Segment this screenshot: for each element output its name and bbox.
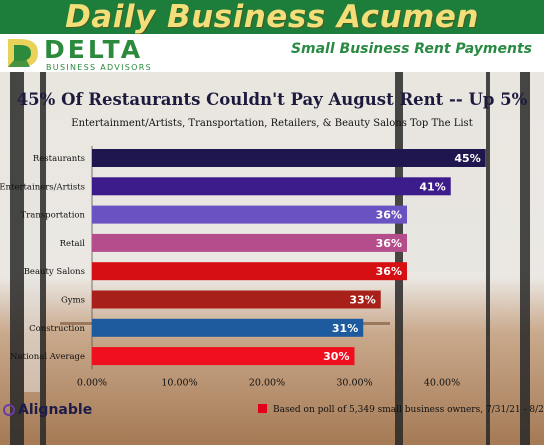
header-subtitle: Small Business Rent Payments — [290, 41, 532, 57]
category-label: National Average — [10, 352, 85, 362]
category-label: Retail — [60, 239, 86, 249]
x-tick-label: 0.00% — [77, 377, 107, 388]
bar-beauty-salons — [92, 262, 407, 281]
x-tick-label: 40.00% — [424, 377, 460, 388]
delta-logo-icon — [8, 39, 38, 67]
note-swatch — [258, 404, 267, 413]
poll-note-text: Based on poll of 5,349 small business ow… — [273, 405, 544, 415]
category-label: Construction — [29, 324, 85, 334]
bar-gyms — [92, 290, 381, 309]
value-label: 30% — [323, 350, 349, 363]
bar-transportation — [92, 205, 407, 224]
bar-construction — [92, 318, 364, 337]
chart-subtitle: Entertainment/Artists, Transportation, R… — [71, 118, 473, 129]
bar-restaurants — [92, 149, 486, 167]
poll-note: Based on poll of 5,349 small business ow… — [258, 404, 544, 415]
category-label: Gyms — [61, 296, 85, 306]
alignable-brand-label: Alignable — [18, 402, 93, 418]
alignable-brand: Alignable — [3, 402, 92, 418]
bar-retail — [92, 233, 407, 252]
logo-bar — [0, 34, 544, 72]
alignable-logo-icon — [3, 404, 15, 416]
value-label: 33% — [349, 294, 375, 307]
category-label: Restaurants — [33, 154, 85, 164]
banner-title: Daily Business Acumen — [65, 0, 479, 35]
header-banner: Daily Business Acumen — [0, 0, 544, 34]
background-photo — [0, 72, 544, 445]
category-label: Beauty Salons — [24, 267, 85, 277]
value-label: 36% — [376, 237, 402, 250]
bar-national-average — [92, 347, 355, 366]
x-tick-label: 10.00% — [161, 377, 197, 388]
logo-wordmark: DELTA — [44, 35, 144, 64]
category-label: Entertainers/Artists — [0, 182, 85, 192]
chart-title: 45% Of Restaurants Couldn't Pay August R… — [16, 90, 528, 109]
value-label: 45% — [454, 152, 480, 165]
bar-entertainers-artists — [92, 177, 451, 196]
value-label: 31% — [332, 322, 358, 335]
value-label: 41% — [419, 180, 445, 193]
value-label: 36% — [376, 265, 402, 278]
value-label: 36% — [376, 209, 402, 222]
logo-subtext: BUSINESS ADVISORS — [46, 63, 152, 72]
x-tick-label: 20.00% — [249, 377, 285, 388]
category-label: Transportation — [21, 211, 86, 221]
x-tick-label: 30.00% — [336, 377, 372, 388]
